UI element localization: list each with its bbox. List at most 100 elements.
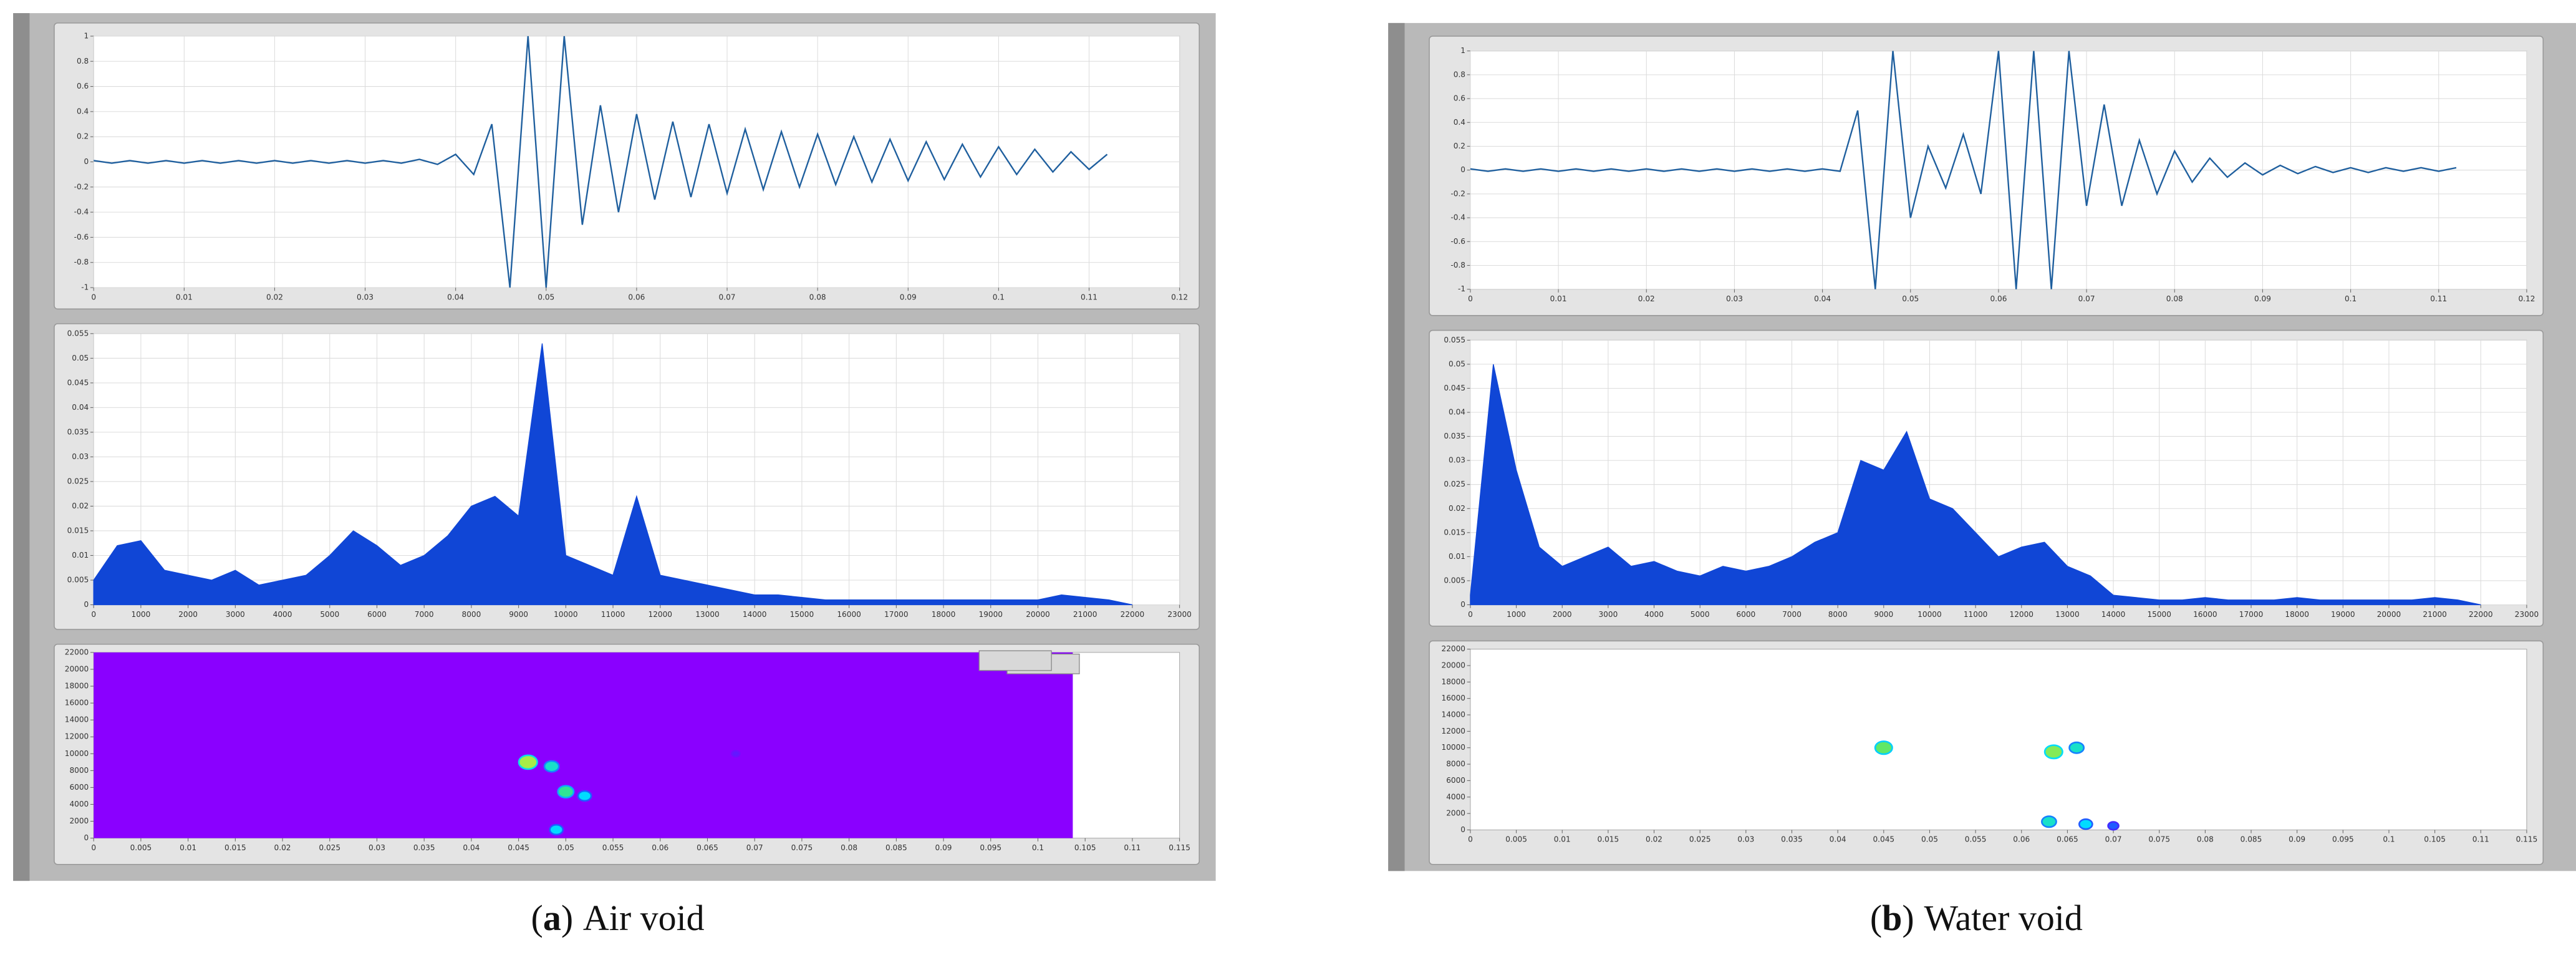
x-tick-label: 22000 <box>2469 610 2493 619</box>
y-tick-label: 0.015 <box>67 526 89 535</box>
heat-spot <box>549 823 564 836</box>
y-tick-label: 4000 <box>1446 792 1465 801</box>
y-tick-label: 10000 <box>1441 743 1465 752</box>
y-tick-label: -0.8 <box>1450 261 1465 269</box>
y-tick-label: -1 <box>81 283 89 292</box>
heat-spot <box>1874 740 1893 755</box>
x-tick-label: 15000 <box>2147 610 2171 619</box>
x-tick-label: 0.12 <box>2518 294 2535 303</box>
y-tick-label: 16000 <box>65 699 89 707</box>
x-tick-label: 0.12 <box>1171 293 1188 301</box>
x-tick-label: 0.05 <box>538 293 554 301</box>
x-tick-label: 7000 <box>1782 610 1802 619</box>
y-tick-label: 14000 <box>65 715 89 724</box>
x-tick-label: 0.07 <box>719 293 736 301</box>
y-tick-label: -1 <box>1458 284 1465 293</box>
y-tick-label: 12000 <box>65 732 89 741</box>
x-tick-label: 0.05 <box>1902 294 1919 303</box>
x-tick-label: 12000 <box>2009 610 2033 619</box>
x-tick-label: 0.08 <box>2197 835 2214 844</box>
x-tick-label: 5000 <box>1691 610 1710 619</box>
x-tick-label: 20000 <box>2377 610 2401 619</box>
x-tick-label: 0.01 <box>1550 294 1567 303</box>
y-tick-label: 22000 <box>1441 644 1465 653</box>
x-tick-label: 11000 <box>601 610 625 619</box>
y-tick-label: 0.4 <box>1454 118 1466 127</box>
x-tick-label: 0.075 <box>2148 835 2170 844</box>
x-tick-label: 4000 <box>1644 610 1664 619</box>
y-tick-label: 0.055 <box>67 329 89 337</box>
y-tick-label: 0.055 <box>1444 336 1465 344</box>
caption-label: a <box>543 898 561 938</box>
y-tick-label: -0.2 <box>74 182 89 191</box>
x-tick-label: 0.055 <box>602 843 624 852</box>
y-tick-label: -0.4 <box>74 208 89 216</box>
x-tick-label: 0.095 <box>2332 835 2354 844</box>
x-tick-label: 10000 <box>554 610 578 619</box>
x-tick-label: 0.02 <box>274 843 291 852</box>
x-tick-label: 0.025 <box>1689 835 1711 844</box>
y-tick-label: 0.4 <box>77 107 89 115</box>
x-tick-label: 22000 <box>1121 610 1145 619</box>
panel-edge <box>1388 22 1405 871</box>
y-tick-label: 0.04 <box>72 403 89 412</box>
x-tick-label: 0.1 <box>2345 294 2357 303</box>
x-tick-label: 1000 <box>131 610 150 619</box>
x-tick-label: 0.08 <box>2166 294 2183 303</box>
x-tick-label: 0.105 <box>2424 835 2446 844</box>
x-tick-label: 10000 <box>1918 610 1942 619</box>
y-tick-label: 6000 <box>1446 776 1465 785</box>
x-tick-label: 0.06 <box>2013 835 2030 844</box>
x-tick-label: 21000 <box>2423 610 2447 619</box>
y-tick-label: 0 <box>84 600 89 609</box>
caption-label: b <box>1882 898 1902 938</box>
y-tick-label: 0.025 <box>67 477 89 485</box>
x-tick-label: 0.06 <box>1990 294 2007 303</box>
caption-open: ( <box>1870 898 1882 938</box>
caption-close: ) <box>1902 898 1914 938</box>
y-tick-label: 4000 <box>69 800 89 808</box>
x-tick-label: 17000 <box>884 610 909 619</box>
x-tick-label: 23000 <box>1167 610 1192 619</box>
x-tick-label: 0.075 <box>791 843 813 852</box>
x-tick-label: 18000 <box>2285 610 2309 619</box>
x-tick-label: 0.1 <box>993 293 1005 301</box>
x-tick-label: 0.03 <box>357 293 374 301</box>
x-tick-label: 0.005 <box>1505 835 1527 844</box>
heat-spot <box>577 790 592 802</box>
x-tick-label: 16000 <box>837 610 861 619</box>
x-tick-label: 0.04 <box>1830 835 1846 844</box>
toolbar[interactable] <box>978 650 1052 671</box>
x-tick-label: 0.05 <box>1921 835 1938 844</box>
x-tick-label: 0.01 <box>176 293 193 301</box>
x-tick-label: 0.005 <box>130 843 152 852</box>
y-tick-label: 18000 <box>1441 677 1465 686</box>
heat-spot <box>557 785 575 798</box>
x-tick-label: 0.02 <box>1646 835 1662 844</box>
x-tick-label: 0.11 <box>2472 835 2489 844</box>
x-tick-label: 0 <box>1468 835 1473 844</box>
y-tick-label: 0 <box>1460 600 1465 609</box>
x-tick-label: 18000 <box>932 610 956 619</box>
x-tick-label: 13000 <box>695 610 720 619</box>
y-tick-label: 0 <box>84 833 89 842</box>
x-tick-label: 9000 <box>1874 610 1893 619</box>
y-tick-label: 0.2 <box>1454 142 1465 150</box>
caption: (a) Air void <box>531 898 705 938</box>
y-tick-label: 0.015 <box>1444 528 1465 536</box>
spectrum-area <box>1470 364 2481 606</box>
x-tick-label: 0.04 <box>1814 294 1831 303</box>
x-tick-label: 16000 <box>2193 610 2217 619</box>
x-tick-label: 0.11 <box>1081 293 1097 301</box>
x-tick-label: 3000 <box>226 610 245 619</box>
caption: (b) Water void <box>1870 898 2083 938</box>
spectrum-area <box>93 343 1133 606</box>
y-tick-label: 0.005 <box>67 575 89 584</box>
x-tick-label: 0.07 <box>746 843 763 852</box>
y-tick-label: 0.05 <box>1449 359 1465 368</box>
y-tick-label: 0.2 <box>77 132 89 141</box>
x-tick-label: 0.035 <box>1781 835 1803 844</box>
y-tick-label: 0.03 <box>72 452 89 461</box>
y-tick-label: 0.6 <box>77 82 89 90</box>
x-tick-label: 0.07 <box>2105 835 2122 844</box>
